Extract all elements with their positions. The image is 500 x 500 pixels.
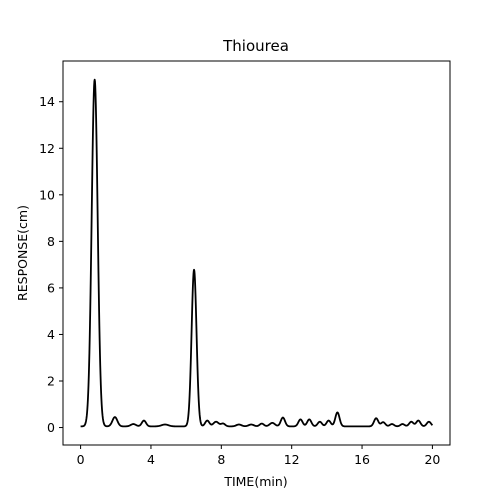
- x-tick-label: 20: [424, 452, 440, 467]
- y-tick-label: 0: [47, 420, 55, 435]
- series-line: [79, 78, 434, 428]
- y-tick-label: 10: [39, 187, 55, 202]
- y-axis-label: RESPONSE(cm): [15, 205, 30, 301]
- y-axis: 0 2 4 6 8 10 12 14: [39, 94, 63, 435]
- y-tick-label: 14: [39, 94, 55, 109]
- y-tick-label: 8: [47, 234, 55, 249]
- x-axis: 0 4 8 12 16 20: [77, 445, 440, 467]
- y-tick-label: 12: [39, 141, 55, 156]
- y-tick-label: 6: [47, 280, 55, 295]
- x-tick-label: 12: [284, 452, 300, 467]
- x-axis-label: TIME(min): [223, 474, 287, 489]
- y-tick-label: 2: [47, 374, 55, 389]
- x-tick-label: 8: [217, 452, 225, 467]
- x-tick-label: 16: [354, 452, 370, 467]
- x-tick-label: 4: [147, 452, 155, 467]
- y-tick-label: 4: [47, 327, 55, 342]
- chart-title: Thiourea: [222, 37, 289, 55]
- x-tick-label: 0: [77, 452, 85, 467]
- plot-area: [62, 60, 451, 446]
